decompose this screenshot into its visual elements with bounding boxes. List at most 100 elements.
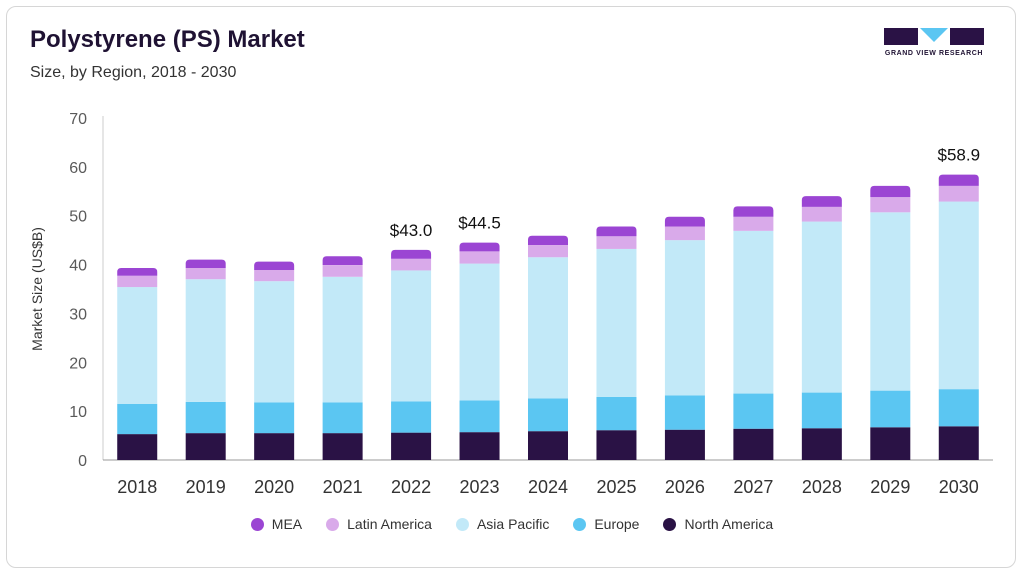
- page-title: Polystyrene (PS) Market: [30, 26, 305, 53]
- legend-item: Latin America: [326, 516, 432, 532]
- bar-segment: [596, 236, 637, 249]
- bar-segment: [185, 279, 226, 402]
- bar-segment: [459, 242, 500, 252]
- x-tick-label: 2027: [733, 477, 773, 497]
- x-tick-label: 2018: [117, 477, 157, 497]
- x-tick-label: 2021: [323, 477, 363, 497]
- bar-segment: [391, 258, 432, 271]
- bar-segment: [664, 429, 705, 460]
- chart-legend: MEA Latin America Asia Pacific Europe North …: [0, 516, 1024, 532]
- bar-segment: [254, 402, 295, 434]
- data-label: $58.9: [937, 146, 980, 165]
- grand-view-research-logo: [884, 28, 984, 45]
- bar-segment: [528, 398, 568, 432]
- x-tick-label: 2023: [460, 477, 500, 497]
- bar-segment: [870, 212, 911, 391]
- bar-segment: [733, 230, 774, 394]
- bar-segment: [664, 226, 705, 241]
- bar-segment: [391, 270, 432, 402]
- legend-item: Asia Pacific: [455, 516, 549, 532]
- bar-segment: [459, 400, 500, 433]
- bar-segment: [185, 433, 226, 460]
- y-tick-label: 40: [69, 258, 87, 275]
- bar-segment: [938, 185, 979, 202]
- x-tick-label: 2019: [186, 477, 226, 497]
- bar-segment: [801, 428, 842, 460]
- x-tick-label: 2029: [870, 477, 910, 497]
- bar-segment: [322, 276, 363, 403]
- bar-segment: [801, 196, 842, 207]
- stacked-bar-chart: 0 10 20 30 40 50 60 70 Market Size (US$B) 2018 201…: [29, 111, 993, 497]
- bar-segment: [596, 248, 637, 397]
- logo-text: GRAND VIEW RESEARCH: [884, 50, 984, 57]
- bar-segment: [459, 263, 500, 401]
- y-tick-label: 60: [69, 160, 87, 177]
- y-axis-label: Market Size (US$B): [29, 227, 45, 351]
- bar-segment: [117, 287, 158, 404]
- bar-segment: [733, 428, 774, 460]
- bar-segment: [733, 216, 774, 231]
- bar-segment: [938, 201, 979, 390]
- bar-segment: [391, 432, 432, 460]
- bar-segment: [322, 265, 363, 277]
- bar-segment: [117, 275, 158, 288]
- bar-segment: [938, 174, 979, 186]
- y-tick-label: 10: [69, 404, 87, 421]
- x-tick-label: 2028: [802, 477, 842, 497]
- x-tick-label: 2025: [596, 477, 636, 497]
- bar-segment: [528, 245, 568, 258]
- bar-segment: [459, 251, 500, 264]
- x-tick-label: 2026: [665, 477, 705, 497]
- page-subtitle: Size, by Region, 2018 - 2030: [30, 64, 237, 81]
- legend-item: Europe: [573, 516, 639, 532]
- bar-segment: [322, 256, 363, 266]
- bar-segment: [185, 259, 226, 268]
- bar-segment: [596, 226, 637, 237]
- legend-label: Europe: [594, 516, 640, 532]
- bar-segment: [117, 434, 158, 460]
- y-tick-label: 50: [69, 209, 87, 226]
- bar-segment: [801, 392, 842, 429]
- bar-segment: [185, 267, 226, 280]
- bar-segment: [733, 393, 774, 429]
- legend-swatch: [326, 517, 340, 531]
- legend-swatch: [250, 517, 264, 531]
- legend-label: North America: [684, 516, 774, 532]
- data-label: $43.0: [390, 221, 433, 240]
- bar-segment: [459, 432, 500, 460]
- legend-swatch: [663, 517, 677, 531]
- bar-segment: [528, 257, 568, 399]
- bar-segment: [254, 433, 295, 460]
- bar-segment: [801, 206, 842, 222]
- bar-segment: [528, 235, 568, 246]
- bar-segment: [528, 431, 568, 460]
- bar-segment: [664, 395, 705, 430]
- bar-segment: [185, 401, 226, 434]
- legend-swatch: [573, 517, 587, 531]
- legend-label: Latin America: [347, 516, 432, 532]
- y-tick-label: 70: [69, 111, 87, 128]
- legend-swatch: [455, 517, 469, 531]
- y-tick-label: 0: [78, 453, 87, 470]
- y-tick-label: 20: [69, 355, 87, 372]
- x-tick-label: 2020: [254, 477, 294, 497]
- bar-segment: [801, 221, 842, 393]
- bar-segment: [870, 185, 911, 198]
- bar-segment: [254, 281, 295, 403]
- bar-segment: [117, 267, 158, 276]
- bar-segment: [596, 430, 637, 460]
- bar-segment: [254, 261, 295, 270]
- data-label: $44.5: [458, 214, 501, 233]
- x-tick-label: 2022: [391, 477, 431, 497]
- bar-segment: [322, 402, 363, 434]
- legend-item: MEA: [250, 516, 302, 532]
- bar-segment: [117, 403, 158, 435]
- x-tick-label: 2024: [528, 477, 568, 497]
- bar-segment: [664, 240, 705, 396]
- bar-segment: [870, 197, 911, 213]
- bar-segment: [391, 401, 432, 433]
- y-tick-label: 30: [69, 306, 87, 323]
- bar-segment: [596, 396, 637, 431]
- bar-segment: [254, 269, 295, 282]
- legend-item: North America: [663, 516, 773, 532]
